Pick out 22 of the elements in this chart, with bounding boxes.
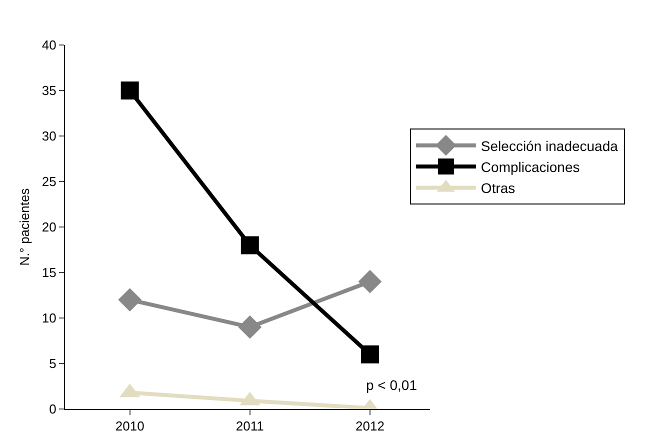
y-tick-label: 30 <box>42 128 56 144</box>
y-tick-label: 20 <box>42 220 56 235</box>
annotation: p < 0,01 <box>366 377 418 393</box>
point <box>358 270 382 294</box>
y-tick-label: 5 <box>49 356 56 372</box>
point <box>360 345 379 364</box>
point <box>240 236 259 254</box>
y-tick-label: 35 <box>42 83 56 98</box>
x-tick-label: 2010 <box>115 418 144 434</box>
point <box>118 288 142 312</box>
x-tick-label: 2011 <box>236 418 264 434</box>
point <box>238 315 262 339</box>
legend-label: Selección inadecuada <box>480 138 618 154</box>
y-axis-title: N.° pacientes <box>17 188 32 266</box>
x-tick-label: 2012 <box>356 418 384 434</box>
y-tick-label: 10 <box>42 310 56 326</box>
y-tick-label: 0 <box>49 402 56 417</box>
legend-label: Complicaciones <box>480 158 580 175</box>
y-tick-label: 25 <box>42 174 56 190</box>
y-tick-label: 40 <box>42 38 56 53</box>
legend-label: Otras <box>480 180 516 196</box>
y-tick-label: 15 <box>42 265 56 280</box>
